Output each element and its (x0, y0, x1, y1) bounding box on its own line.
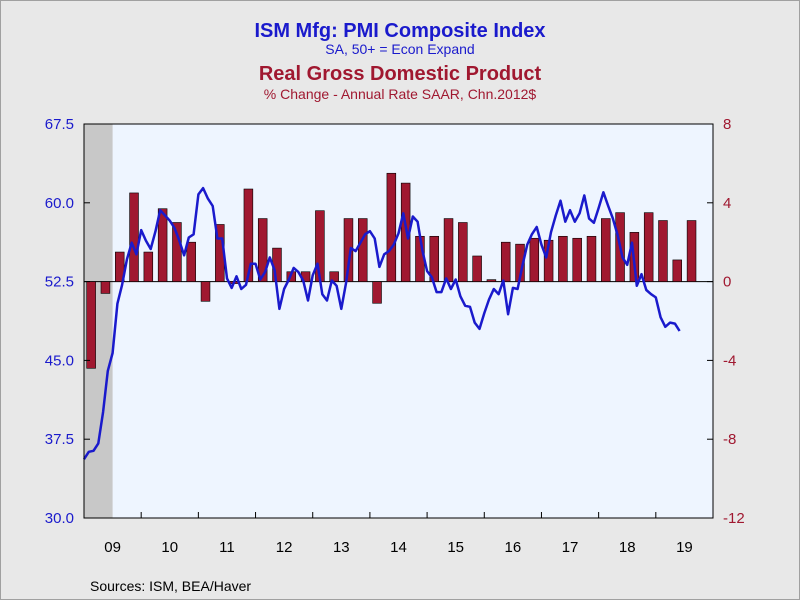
right-tick-label: 4 (723, 195, 731, 212)
left-tick-label: 45.0 (45, 352, 74, 369)
right-tick-label: 0 (723, 274, 731, 291)
gdp-bar (100, 281, 111, 294)
chart-title-gdp: Real Gross Domestic Product (258, 63, 542, 85)
left-tick-label: 37.5 (45, 431, 74, 448)
right-tick-label: -12 (723, 510, 745, 527)
gdp-bar (143, 251, 154, 282)
gdp-bar (500, 241, 511, 282)
x-tick-label: 14 (390, 539, 407, 556)
gdp-bar (672, 259, 682, 282)
x-tick-label: 13 (333, 539, 350, 556)
x-axis: 09 10 11 12 13 14 15 16 17 18 19 (104, 512, 693, 556)
gdp-bar (157, 208, 168, 282)
plot-border (83, 123, 714, 519)
gdp-bar (443, 218, 454, 282)
left-tick-label: 67.5 (45, 116, 74, 133)
gdp-bar (643, 212, 654, 282)
x-tick-label: 17 (562, 539, 579, 556)
gdp-bar (486, 279, 497, 282)
gdp-bar (458, 222, 468, 282)
gdp-bar (572, 237, 582, 282)
gdp-bar (472, 255, 482, 282)
x-tick-label: 10 (161, 539, 178, 556)
left-tick-label: 30.0 (45, 510, 74, 527)
gdp-bar (186, 241, 196, 282)
gdp-bar (601, 218, 611, 282)
gdp-bar (129, 192, 139, 282)
chart-subtitle-ism: SA, 50+ = Econ Expand (325, 41, 475, 57)
gdp-bar (200, 281, 211, 302)
source-note: Sources: ISM, BEA/Haver (90, 578, 252, 594)
gdp-bar (257, 218, 268, 282)
x-tick-label: 15 (447, 539, 464, 556)
gdp-bar (172, 222, 182, 282)
gdp-bar (243, 188, 254, 282)
right-tick-label: -8 (723, 431, 736, 448)
gdp-bar (86, 281, 96, 369)
gdp-bar (658, 220, 668, 282)
chart-title-ism: ISM Mfg: PMI Composite Index (254, 20, 546, 42)
x-tick-label: 09 (104, 539, 121, 556)
x-tick-label: 16 (505, 539, 522, 556)
gdp-bar (115, 251, 125, 282)
right-axis: -12 -8 -4 0 4 8 (707, 116, 745, 527)
x-tick-label: 19 (676, 539, 693, 556)
gdp-bar (558, 235, 568, 282)
gdp-bar (529, 237, 540, 282)
right-tick-label: -4 (723, 352, 736, 369)
gdp-bar (372, 281, 382, 304)
right-tick-label: 8 (723, 116, 731, 133)
gdp-bar (686, 220, 697, 282)
x-tick-label: 18 (619, 539, 636, 556)
gdp-bar (358, 218, 368, 282)
left-tick-label: 60.0 (45, 195, 74, 212)
pmi-line (82, 186, 681, 460)
left-axis: 30.0 37.5 45.0 52.5 60.0 67.5 (45, 116, 90, 527)
plot-area (84, 124, 713, 518)
left-tick-label: 52.5 (45, 274, 74, 291)
gdp-bar (386, 172, 397, 282)
chart-subtitle-gdp: % Change - Annual Rate SAAR, Chn.2012$ (263, 86, 537, 102)
x-tick-label: 11 (219, 539, 235, 556)
gdp-bar (586, 235, 597, 282)
x-tick-label: 12 (276, 539, 293, 556)
